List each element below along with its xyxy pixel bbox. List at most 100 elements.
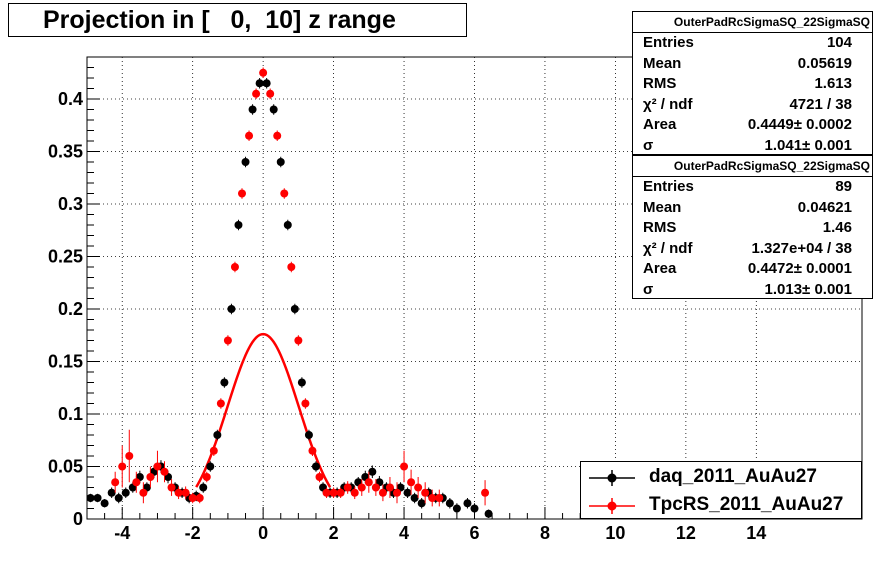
data-point: [245, 130, 254, 141]
data-point: [378, 484, 387, 502]
data-marker: [206, 462, 215, 471]
data-point: [107, 487, 116, 498]
data-marker: [195, 494, 204, 502]
data-marker: [276, 158, 285, 166]
data-point: [435, 489, 444, 507]
data-marker: [322, 488, 331, 497]
data-marker: [283, 221, 292, 229]
chart-title: Projection in [ 0, 10] z range: [8, 3, 467, 37]
y-tick-label: 0: [73, 509, 83, 529]
data-marker: [167, 483, 176, 492]
data-marker: [220, 378, 229, 387]
stats-row-sigma: σ 1.013± 0.001: [643, 280, 852, 298]
data-marker: [343, 483, 352, 492]
data-marker: [452, 504, 461, 513]
data-point: [121, 487, 130, 498]
data-marker: [216, 399, 225, 408]
data-point: [181, 486, 190, 500]
legend-entry-daq: daq_2011_AuAu27: [581, 464, 861, 492]
data-marker: [329, 488, 338, 497]
data-point: [220, 377, 229, 388]
data-marker: [188, 494, 197, 502]
data-marker: [410, 494, 419, 502]
data-point: [118, 445, 127, 488]
stats-box-title: OuterPadRcSigmaSQ_22SigmaSQ: [633, 12, 872, 33]
data-marker: [160, 467, 169, 476]
data-point: [273, 130, 282, 141]
data-point: [252, 88, 261, 99]
data-marker: [428, 494, 437, 502]
data-point: [315, 471, 324, 483]
x-tick-label: 8: [540, 523, 550, 543]
y-tick-label: 0.4: [58, 89, 83, 109]
data-marker: [297, 378, 306, 387]
data-point: [322, 487, 331, 498]
data-marker: [421, 488, 430, 497]
data-point: [414, 477, 423, 498]
data-point: [364, 471, 373, 493]
data-point: [223, 335, 232, 346]
data-point: [202, 471, 211, 483]
data-marker: [393, 488, 401, 497]
data-point: [93, 493, 102, 503]
data-marker: [403, 488, 412, 497]
data-point: [142, 482, 151, 493]
stats-row-rms: RMS 1.613: [643, 75, 852, 92]
data-point: [407, 469, 416, 495]
data-point: [484, 509, 493, 518]
data-point: [294, 335, 303, 346]
data-marker: [213, 431, 222, 439]
data-marker: [238, 189, 246, 198]
data-point: [241, 156, 250, 168]
data-marker: [114, 494, 123, 502]
series-TpcRS_2011_AuAu27: [111, 67, 490, 507]
data-point: [371, 479, 380, 496]
data-point: [403, 487, 412, 498]
x-tick-label: 12: [676, 523, 696, 543]
data-point: [297, 377, 306, 388]
data-point: [199, 482, 208, 493]
data-series: [86, 67, 493, 518]
data-marker: [484, 509, 493, 518]
data-point: [336, 487, 345, 498]
data-point: [238, 188, 246, 199]
data-point: [153, 450, 162, 483]
stats-row-entries: Entries 104: [643, 34, 852, 51]
data-marker: [304, 431, 313, 439]
data-point: [357, 479, 366, 496]
data-marker: [223, 336, 232, 345]
stats-row-area: Area 0.4472± 0.0001: [643, 260, 852, 277]
data-marker: [294, 336, 303, 345]
data-point: [132, 471, 141, 493]
data-marker: [262, 79, 271, 88]
data-marker: [290, 305, 299, 313]
axes: -4 -2 0 2 4 6 8 10 12 14 0 0.05 0.1 0.15 0.2 0.25 0.3 0.3…: [48, 56, 863, 543]
stats-row-sigma: σ 1.041± 0.001: [643, 136, 852, 154]
data-point: [276, 156, 285, 168]
data-marker: [364, 478, 373, 487]
stats-row-rms: RMS 1.46: [643, 219, 852, 236]
legend: daq_2011_AuAu27 TpcRS_2011_AuAu27: [580, 461, 862, 519]
data-marker: [259, 68, 268, 77]
data-marker: [435, 494, 444, 502]
legend-label-tpcrs: TpcRS_2011_AuAu27: [649, 494, 844, 515]
data-marker: [125, 452, 134, 460]
y-tick-label: 0.05: [48, 457, 83, 477]
data-point: [287, 261, 296, 273]
data-marker: [445, 499, 454, 508]
stats-row-chi2: χ² / ndf 4721 / 38: [643, 95, 852, 113]
data-marker: [111, 478, 120, 487]
data-point: [350, 486, 359, 500]
x-tick-label: 0: [258, 523, 268, 543]
data-marker: [266, 89, 275, 98]
data-point: [100, 499, 109, 508]
data-marker: [315, 473, 324, 481]
data-point: [269, 104, 278, 115]
data-point: [209, 445, 218, 456]
y-tick-label: 0.2: [58, 299, 83, 319]
data-marker: [121, 488, 130, 497]
stats-row-area: Area 0.4449± 0.0002: [643, 116, 852, 133]
data-marker: [378, 488, 387, 497]
data-point: [195, 492, 204, 504]
